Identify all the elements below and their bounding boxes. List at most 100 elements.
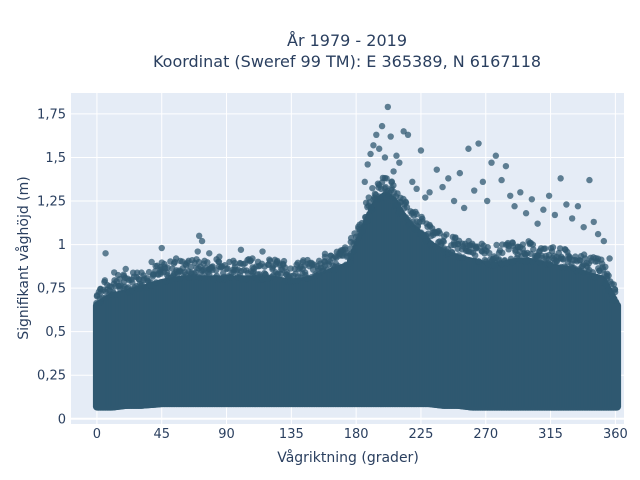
scatter-point (594, 230, 602, 238)
scatter-point (367, 204, 375, 212)
scatter-point (364, 161, 371, 168)
scatter-point (557, 175, 564, 182)
scatter-point (409, 178, 416, 186)
scatter-point (347, 259, 354, 267)
scatter-point (559, 256, 567, 263)
scatter-point (400, 128, 407, 135)
scatter-point (249, 255, 256, 262)
scatter-point (460, 254, 467, 261)
scatter-point (148, 258, 155, 266)
chart-title-line-2: Koordinat (Sweref 99 TM): E 365389, N 61… (153, 52, 541, 71)
scatter-point (122, 265, 129, 273)
scatter-point (321, 258, 328, 266)
scatter-point (605, 272, 612, 279)
x-tick-label: 0 (93, 427, 101, 442)
scatter-points-outliers (102, 103, 613, 276)
scatter-point (335, 262, 342, 270)
scatter-point (445, 175, 452, 182)
scatter-point (413, 185, 420, 193)
scatter-point (152, 279, 160, 286)
x-tick-label: 315 (538, 427, 563, 442)
scatter-point (534, 220, 541, 227)
scatter-point (224, 265, 231, 272)
scatter-point (347, 252, 354, 260)
chart-title-line-1: År 1979 - 2019 (287, 31, 407, 50)
scatter-point (195, 232, 203, 240)
scatter-point (237, 246, 245, 253)
scatter-point (367, 150, 374, 158)
scatter-point (206, 271, 213, 278)
scatter-point (259, 275, 266, 283)
scatter-point (194, 248, 201, 255)
scatter-point (586, 176, 593, 184)
x-tick-label: 135 (279, 427, 304, 442)
scatter-points-fringe (93, 174, 619, 307)
scatter-point (564, 248, 571, 256)
scatter-point (243, 275, 250, 283)
scatter-point (475, 140, 482, 147)
scatter-point (419, 215, 426, 222)
scatter-point (427, 240, 435, 247)
scatter-point (201, 275, 208, 282)
scatter-point (433, 166, 440, 173)
scatter-point (602, 263, 609, 271)
scatter-point (545, 192, 553, 199)
scatter-point (450, 197, 458, 205)
scatter-point (422, 237, 429, 245)
x-tick-label: 180 (344, 427, 369, 442)
scatter-point (370, 142, 377, 149)
scatter-point (147, 282, 155, 289)
scatter-point (502, 162, 510, 170)
scatter-point (448, 249, 456, 256)
scatter-point (528, 196, 536, 203)
scatter-point (369, 184, 376, 192)
scatter-point (361, 178, 368, 186)
scatter-point (479, 178, 487, 186)
scatter-point (172, 255, 180, 262)
scatter-point (138, 282, 145, 289)
scatter-point (281, 264, 289, 271)
y-tick-label: 1,5 (45, 151, 66, 166)
scatter-point (198, 237, 206, 245)
scatter-point (507, 192, 514, 199)
scatter-point (375, 145, 383, 152)
scatter-point (164, 264, 171, 271)
scatter-point (280, 257, 288, 265)
scatter-point (591, 274, 599, 281)
scatter-point (388, 178, 396, 185)
scatter-point (574, 203, 582, 210)
scatter-point (387, 133, 394, 140)
x-tick-label: 90 (218, 427, 235, 442)
scatter-point (498, 176, 505, 184)
scatter-point (102, 250, 109, 257)
scatter-point (378, 122, 386, 130)
scatter-point (488, 159, 495, 166)
scatter-point (580, 223, 587, 231)
x-tick-label: 360 (603, 427, 628, 442)
scatter-point (484, 244, 491, 251)
scatter-point (215, 258, 222, 265)
scatter-point (295, 265, 302, 273)
scatter-point (590, 218, 597, 226)
scatter-point (492, 152, 500, 159)
scatter-point (422, 194, 429, 201)
scatter-point (358, 228, 366, 236)
scatter-point (364, 217, 371, 224)
y-tick-label: 0,25 (37, 369, 66, 384)
scatter-point (426, 189, 433, 196)
scatter-point (206, 250, 213, 257)
scatter-point (606, 255, 613, 262)
scatter-point (216, 253, 223, 260)
x-tick-label: 225 (409, 427, 434, 442)
scatter-point (376, 193, 383, 200)
scatter-point (486, 249, 493, 257)
scatter-point (562, 264, 570, 271)
scatter-points-dense (92, 192, 622, 411)
scatter-point (511, 203, 518, 210)
scatter-point (112, 291, 120, 298)
scatter-point (395, 209, 403, 217)
y-tick-label: 1 (58, 238, 66, 253)
scatter-point (568, 215, 576, 222)
scatter-point (439, 183, 446, 191)
